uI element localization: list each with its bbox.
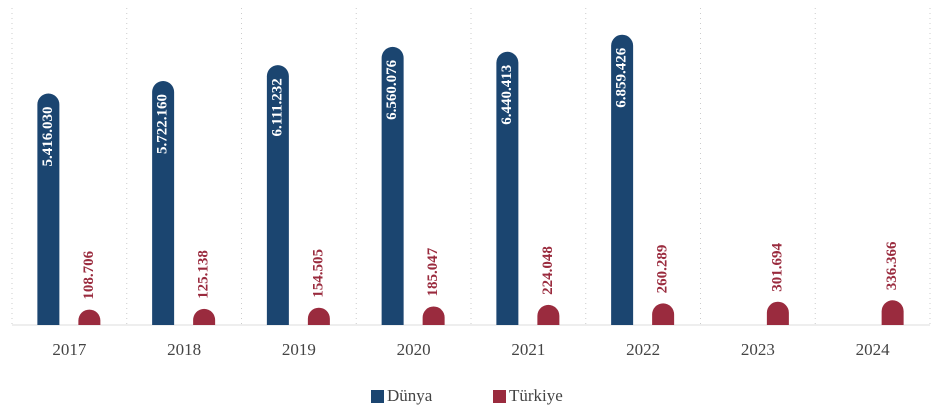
bar	[422, 306, 445, 325]
data-label: 5.416.030	[40, 106, 56, 166]
data-label: 6.859.426	[614, 47, 630, 108]
x-tick-label: 2024	[856, 340, 891, 359]
x-tick-label: 2019	[282, 340, 316, 359]
x-tick-label: 2023	[741, 340, 775, 359]
bar	[766, 301, 789, 325]
data-label: 185.047	[425, 247, 441, 296]
x-tick-label: 2017	[52, 340, 87, 359]
bar	[193, 308, 216, 325]
x-tick-label: 2020	[397, 340, 431, 359]
data-label: 6.440.413	[499, 65, 515, 125]
bar	[152, 81, 175, 325]
x-tick-label: 2021	[511, 340, 545, 359]
legend-swatch	[371, 390, 384, 403]
bar	[307, 307, 330, 325]
bar	[78, 309, 101, 325]
data-label: 108.706	[81, 250, 97, 299]
x-tick-label: 2018	[167, 340, 201, 359]
bar	[881, 300, 904, 325]
x-tick-label: 2022	[626, 340, 660, 359]
bar	[496, 51, 519, 325]
bar	[611, 34, 634, 326]
legend-label: Dünya	[387, 386, 433, 405]
data-label: 5.722.160	[155, 94, 171, 154]
data-label: 260.289	[655, 245, 671, 294]
legend-label: Türkiye	[509, 386, 563, 405]
bar	[652, 303, 675, 325]
data-label: 6.111.232	[269, 78, 285, 136]
data-label: 301.694	[769, 242, 785, 291]
bar	[537, 304, 560, 325]
data-label: 6.560.076	[384, 59, 400, 120]
bar	[37, 93, 60, 325]
bar	[266, 65, 289, 326]
data-label: 125.138	[196, 250, 212, 299]
data-label: 336.366	[884, 241, 900, 290]
legend-swatch	[493, 390, 506, 403]
bar	[381, 46, 404, 325]
data-label: 154.505	[310, 249, 326, 298]
data-label: 224.048	[540, 246, 556, 295]
